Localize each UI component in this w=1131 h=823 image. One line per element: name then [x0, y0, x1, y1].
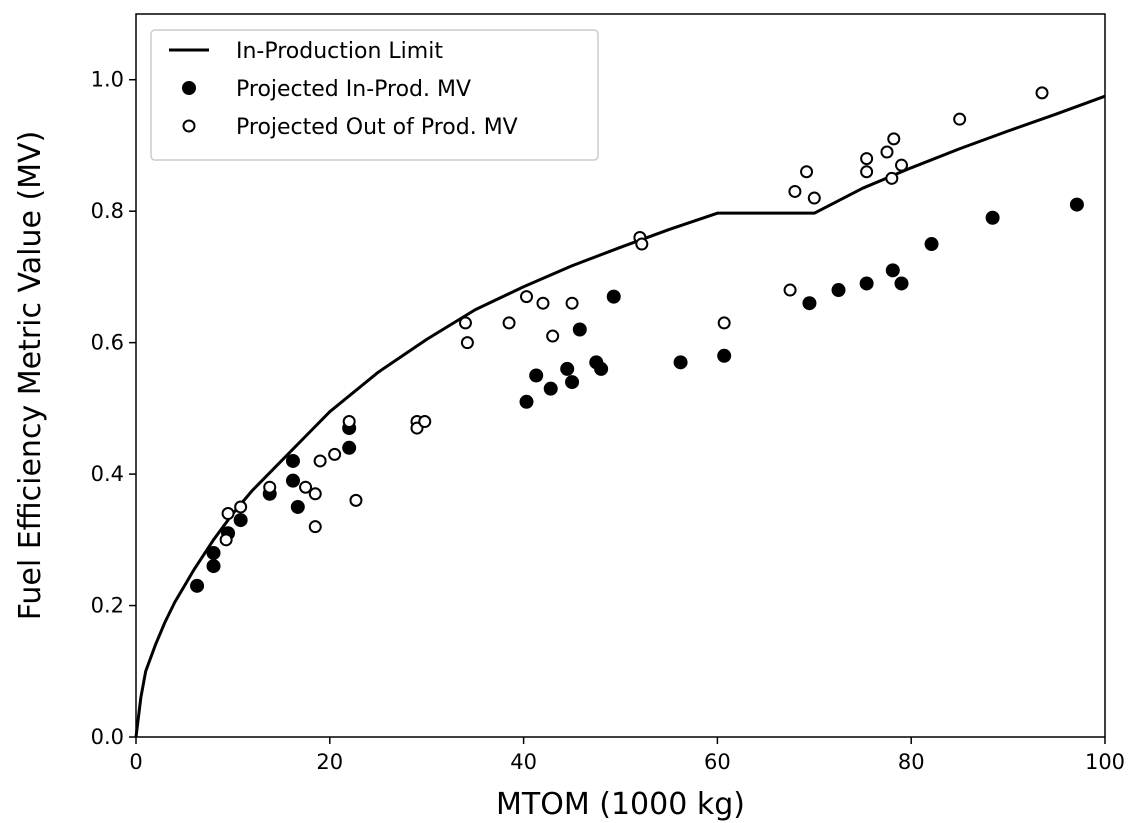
out-of-prod-point-9 — [342, 415, 356, 429]
legend: In-Production Limit Projected In-Prod. MV… — [150, 29, 599, 161]
out-of-prod-point-15 — [460, 336, 474, 350]
in-prod-point-24 — [859, 276, 874, 291]
y-axis-title: Fuel Efficiency Metric Value (MV) — [13, 131, 48, 621]
out-of-prod-point-0 — [219, 533, 233, 547]
in-prod-point-23 — [831, 283, 846, 298]
y-tick-label-3: 0.6 — [91, 331, 124, 355]
out-of-prod-point-32 — [887, 132, 901, 146]
legend-label-0: In-Production Limit — [236, 39, 443, 64]
in-prod-point-14 — [560, 361, 575, 376]
out-of-prod-point-35 — [1035, 86, 1049, 100]
x-tick-label-0: 0 — [129, 750, 142, 774]
plot-area — [134, 86, 1106, 738]
in-prod-point-18 — [594, 361, 609, 376]
in-prod-point-13 — [543, 381, 558, 396]
legend-label-1: Projected In-Prod. MV — [236, 77, 471, 102]
x-tick-label-2: 40 — [510, 750, 537, 774]
out-of-prod-point-13 — [418, 415, 432, 429]
x-tick-label-4: 80 — [898, 750, 925, 774]
in-prod-point-1 — [206, 545, 221, 560]
legend-open-marker — [182, 119, 196, 133]
in-prod-point-20 — [673, 355, 688, 370]
in-prod-point-8 — [290, 499, 305, 514]
out-of-prod-point-34 — [953, 112, 967, 126]
in-prod-point-25 — [885, 263, 900, 278]
out-of-prod-point-24 — [783, 283, 797, 297]
in-prod-point-29 — [1069, 197, 1084, 212]
out-of-prod-point-1 — [221, 507, 235, 521]
out-of-prod-point-20 — [565, 296, 579, 310]
out-of-prod-point-16 — [502, 316, 516, 330]
x-tick-label-5: 100 — [1085, 750, 1125, 774]
legend-box — [150, 29, 599, 161]
out-of-prod-point-18 — [536, 296, 550, 310]
in-prod-point-7 — [285, 473, 300, 488]
in-prod-point-19 — [606, 289, 621, 304]
out-of-prod-point-4 — [299, 480, 313, 494]
out-of-prod-point-14 — [458, 316, 472, 330]
x-axis-title: MTOM (1000 kg) — [496, 787, 745, 822]
y-tick-label-4: 0.8 — [91, 199, 124, 223]
in-prod-point-4 — [233, 513, 248, 528]
out-of-prod-point-28 — [860, 152, 874, 166]
out-of-prod-point-33 — [895, 158, 909, 172]
legend-label-2: Projected Out of Prod. MV — [236, 115, 518, 140]
out-of-prod-point-7 — [313, 454, 327, 468]
out-of-prod-point-27 — [807, 191, 821, 205]
in-prod-point-10 — [342, 440, 357, 455]
in-prod-point-12 — [529, 368, 544, 383]
in-prod-point-26 — [894, 276, 909, 291]
out-of-prod-point-19 — [546, 329, 560, 343]
in-prod-point-11 — [519, 394, 534, 409]
out-of-prod-point-10 — [349, 493, 363, 507]
out-of-prod-point-6 — [308, 520, 322, 534]
x-tick-label-1: 20 — [316, 750, 343, 774]
y-tick-label-0: 0.0 — [91, 725, 124, 749]
out-of-prod-point-30 — [880, 145, 894, 159]
in-prod-point-2 — [206, 559, 221, 574]
out-of-prod-point-2 — [234, 500, 248, 514]
in-prod-point-27 — [924, 237, 939, 252]
out-of-prod-point-29 — [860, 165, 874, 179]
y-tick-label-5: 1.0 — [91, 68, 124, 92]
y-tick-label-2: 0.4 — [91, 462, 124, 486]
axes: 0 20 40 60 80 100 0.0 0.2 0.4 0.6 0.8 1.0 — [91, 13, 1125, 774]
in-prod-point-16 — [572, 322, 587, 337]
out-of-prod-point-3 — [263, 480, 277, 494]
in-prod-point-22 — [802, 296, 817, 311]
in-prod-point-6 — [285, 453, 300, 468]
in-prod-point-15 — [565, 375, 580, 390]
out-of-prod-point-5 — [308, 487, 322, 501]
series-line-in-production-limit — [134, 94, 1106, 738]
in-prod-point-0 — [190, 578, 205, 593]
in-prod-point-21 — [717, 348, 732, 363]
out-of-prod-point-22 — [635, 237, 649, 251]
out-of-prod-point-26 — [800, 165, 814, 179]
in-prod-point-28 — [985, 210, 1000, 225]
plot-frame — [135, 13, 1106, 738]
out-of-prod-point-23 — [717, 316, 731, 330]
legend-filled-marker — [182, 81, 196, 95]
out-of-prod-point-31 — [885, 171, 899, 185]
out-of-prod-point-17 — [520, 290, 534, 304]
out-of-prod-point-8 — [328, 447, 342, 461]
x-tick-label-3: 60 — [704, 750, 731, 774]
out-of-prod-point-25 — [788, 184, 802, 198]
y-tick-label-1: 0.2 — [91, 594, 124, 618]
